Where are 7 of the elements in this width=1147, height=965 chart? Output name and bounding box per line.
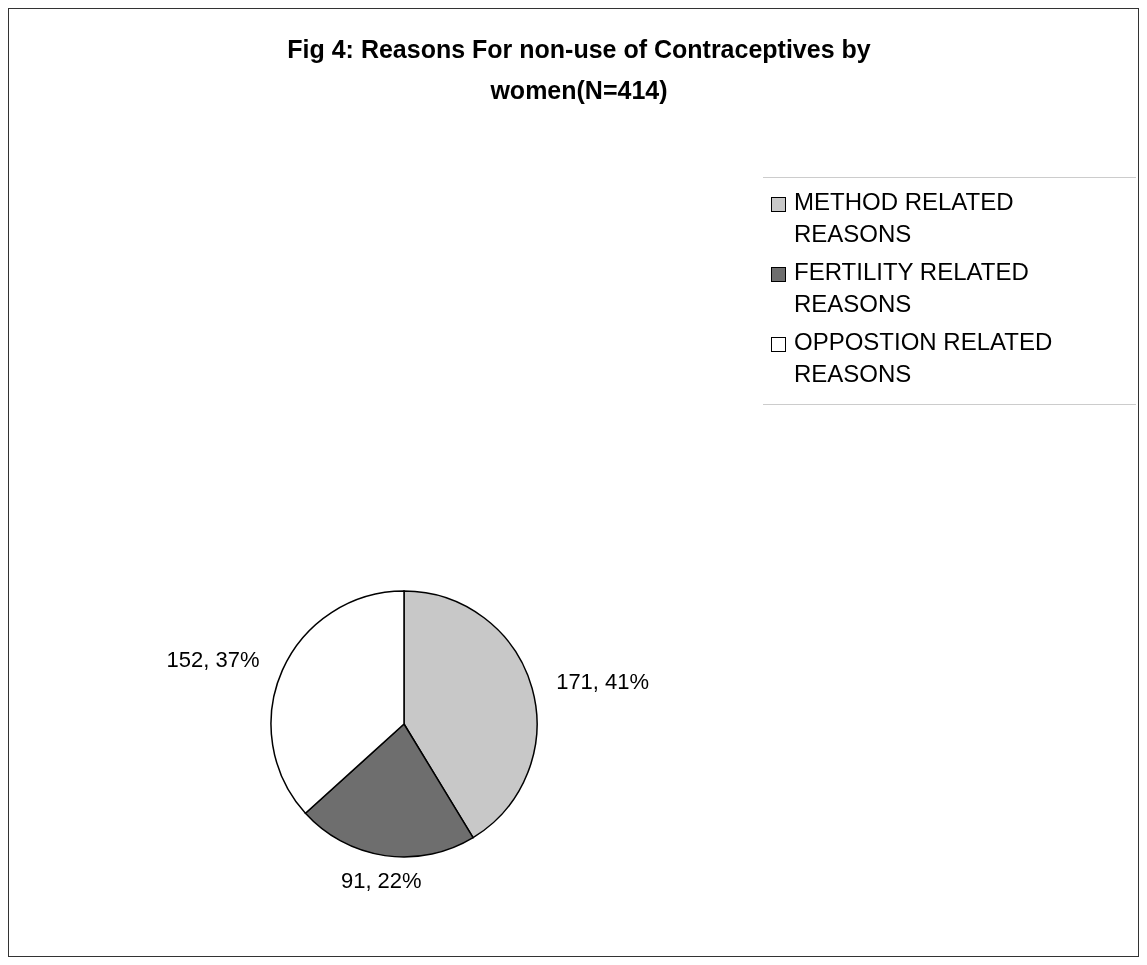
chart-title: Fig 4: Reasons For non-use of Contraceptives by women(N=414): [286, 34, 872, 106]
data-label: 152, 37%: [166, 647, 260, 673]
data-label: 171, 41%: [556, 668, 650, 694]
legend-label: METHOD RELATED REASONS: [794, 187, 1015, 249]
legend-label: OPPOSTION RELATED REASONS: [794, 327, 1054, 389]
legend-label: FERTILITY RELATED REASONS: [794, 257, 1030, 319]
data-label: 91, 22%: [340, 867, 422, 893]
